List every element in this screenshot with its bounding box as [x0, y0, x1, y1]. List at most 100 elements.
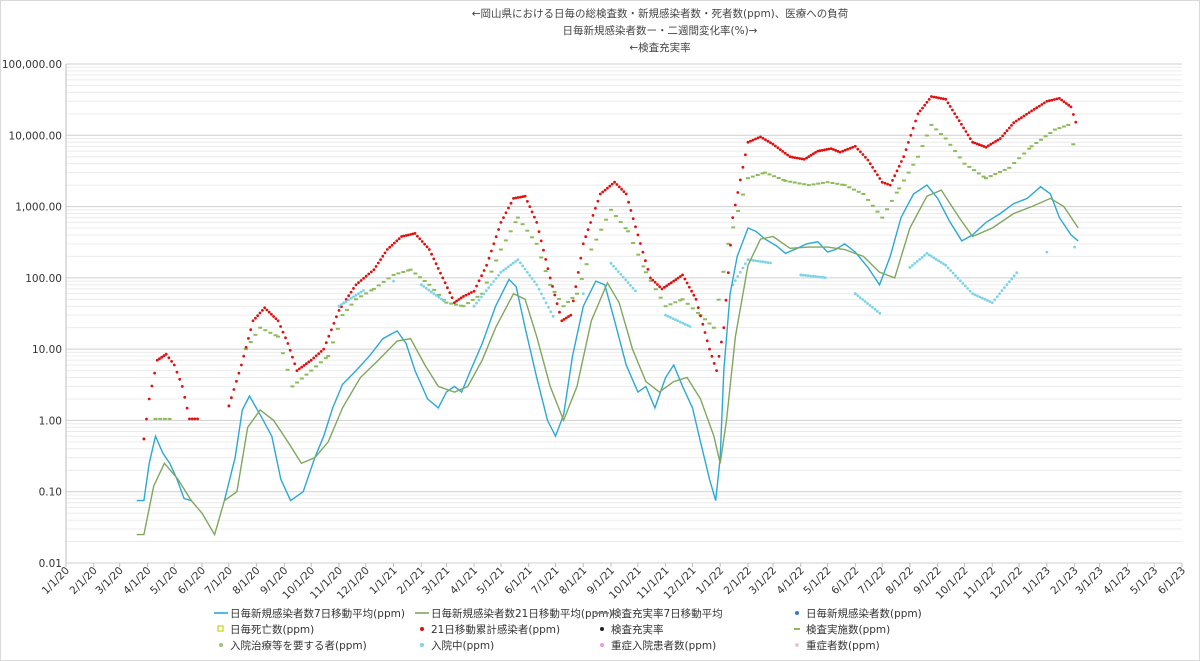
- data-point: [985, 299, 989, 302]
- data-point: [475, 284, 478, 288]
- data-point: [964, 130, 968, 133]
- data-point: [547, 305, 550, 309]
- data-point: [411, 232, 415, 236]
- data-point: [268, 331, 273, 334]
- data-point: [930, 95, 933, 98]
- data-point: [624, 278, 628, 282]
- data-point: [1005, 283, 1009, 287]
- data-point: [391, 273, 396, 276]
- data-point: [521, 264, 524, 268]
- series-line: [136, 189, 1079, 537]
- data-point: [767, 173, 772, 176]
- data-point: [1002, 168, 1007, 171]
- data-point: [948, 143, 953, 146]
- data-point: [916, 155, 920, 158]
- data-point: [153, 417, 158, 420]
- data-point: [980, 144, 983, 147]
- data-point: [372, 268, 376, 272]
- data-point: [354, 293, 358, 297]
- data-point: [825, 181, 830, 184]
- data-point: [708, 347, 711, 351]
- data-point: [183, 395, 187, 399]
- data-point: [506, 265, 510, 269]
- data-point: [608, 184, 612, 188]
- data-point: [1030, 109, 1033, 113]
- data-point: [984, 145, 988, 149]
- data-point: [631, 217, 635, 221]
- data-point: [1073, 245, 1076, 249]
- data-point: [993, 173, 998, 175]
- data-point: [454, 303, 459, 306]
- data-point: [349, 296, 353, 300]
- data-point: [944, 97, 948, 101]
- data-point: [609, 261, 613, 265]
- data-point: [1058, 96, 1061, 100]
- data-point: [932, 256, 936, 260]
- data-point: [621, 275, 625, 279]
- data-point: [248, 341, 253, 343]
- data-point: [429, 290, 433, 294]
- data-point: [485, 263, 488, 267]
- data-point: [142, 437, 146, 441]
- data-point: [604, 218, 609, 221]
- data-point: [1067, 103, 1071, 107]
- data-point: [1066, 123, 1071, 126]
- data-point: [230, 396, 233, 400]
- data-point: [507, 206, 510, 210]
- data-point: [968, 137, 972, 141]
- data-point: [939, 260, 943, 264]
- plot-area: [136, 95, 1079, 537]
- data-point: [754, 259, 757, 263]
- data-point: [494, 235, 498, 239]
- data-point: [915, 260, 919, 263]
- data-point: [744, 153, 747, 157]
- data-point: [846, 147, 850, 151]
- data-point: [242, 354, 246, 358]
- data-point: [653, 280, 657, 284]
- data-point: [401, 271, 406, 273]
- data-point: [276, 335, 281, 338]
- data-point: [793, 156, 797, 160]
- data-point: [976, 172, 981, 175]
- data-point: [516, 196, 520, 199]
- data-point: [284, 336, 287, 340]
- data-point: [448, 291, 452, 295]
- data-point: [703, 318, 707, 321]
- data-point: [300, 365, 304, 369]
- data-point: [521, 195, 525, 199]
- data-point: [513, 221, 518, 224]
- data-point: [381, 254, 385, 258]
- data-point: [589, 221, 592, 224]
- data-point: [1025, 112, 1028, 116]
- data-point: [419, 283, 423, 287]
- data-point: [1020, 116, 1023, 120]
- data-point: [820, 181, 825, 184]
- data-point: [362, 276, 365, 280]
- legend-item: 入院治療等を要する者(ppm): [219, 639, 367, 652]
- data-point: [150, 384, 154, 388]
- data-point: [954, 274, 957, 277]
- data-point: [432, 257, 436, 261]
- data-point: [511, 261, 515, 265]
- data-point: [147, 397, 151, 401]
- data-point: [669, 316, 672, 319]
- data-point: [319, 350, 323, 353]
- data-point: [1034, 142, 1039, 144]
- data-point: [462, 295, 465, 298]
- data-point: [726, 242, 731, 245]
- data-point: [249, 328, 253, 331]
- data-point: [457, 298, 461, 301]
- data-point: [359, 290, 363, 294]
- data-point: [402, 234, 406, 238]
- data-point: [367, 272, 371, 276]
- data-point: [825, 148, 829, 151]
- data-point: [966, 133, 970, 137]
- data-point: [307, 360, 311, 364]
- data-point: [354, 283, 358, 287]
- data-point: [596, 199, 600, 203]
- data-point: [934, 96, 938, 99]
- legend-swatch: [219, 643, 223, 647]
- data-point: [400, 235, 403, 238]
- data-point: [544, 301, 548, 305]
- data-point: [805, 156, 808, 160]
